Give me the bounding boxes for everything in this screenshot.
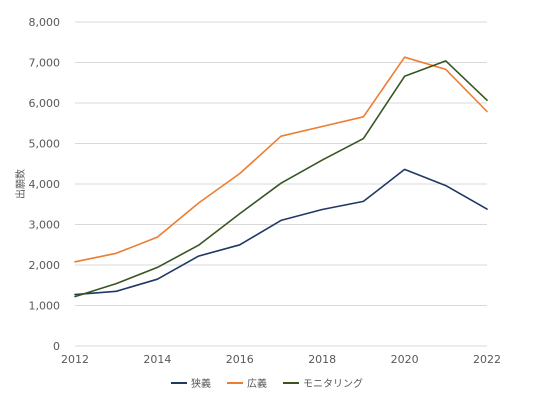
x-tick-label: 2012 xyxy=(61,353,89,366)
x-tick-label: 2022 xyxy=(473,353,501,366)
x-tick-label: 2020 xyxy=(391,353,419,366)
y-axis-ticks: 0 1,000 2,000 3,000 4,000 5,000 6,000 7,000 8,00… xyxy=(29,16,61,353)
series-line-1 xyxy=(74,168,488,296)
series-line-2 xyxy=(74,56,488,263)
legend-label: モニタリング xyxy=(303,377,363,390)
y-tick-label: 2,000 xyxy=(29,259,61,272)
x-tick-label: 2014 xyxy=(143,353,171,366)
y-tick-label: 1,000 xyxy=(29,300,61,313)
legend: 狭義 広義 モニタリング xyxy=(171,377,363,390)
x-tick-label: 2018 xyxy=(308,353,336,366)
y-tick-label: 7,000 xyxy=(29,57,61,70)
x-tick-label: 2016 xyxy=(226,353,254,366)
y-tick-label: 8,000 xyxy=(29,16,61,29)
y-tick-label: 4,000 xyxy=(29,178,61,191)
y-tick-label: 3,000 xyxy=(29,219,61,232)
y-tick-label: 5,000 xyxy=(29,138,61,151)
y-axis-title: 出願数 xyxy=(14,169,27,199)
series-line-3 xyxy=(74,60,488,298)
y-tick-label: 6,000 xyxy=(29,97,61,110)
series-lines xyxy=(74,56,488,298)
x-axis-ticks: 2012 2014 2016 2018 2020 2022 xyxy=(61,353,501,366)
y-tick-label: 0 xyxy=(53,340,60,353)
legend-label: 狭義 xyxy=(191,377,211,390)
legend-label: 広義 xyxy=(247,377,267,390)
